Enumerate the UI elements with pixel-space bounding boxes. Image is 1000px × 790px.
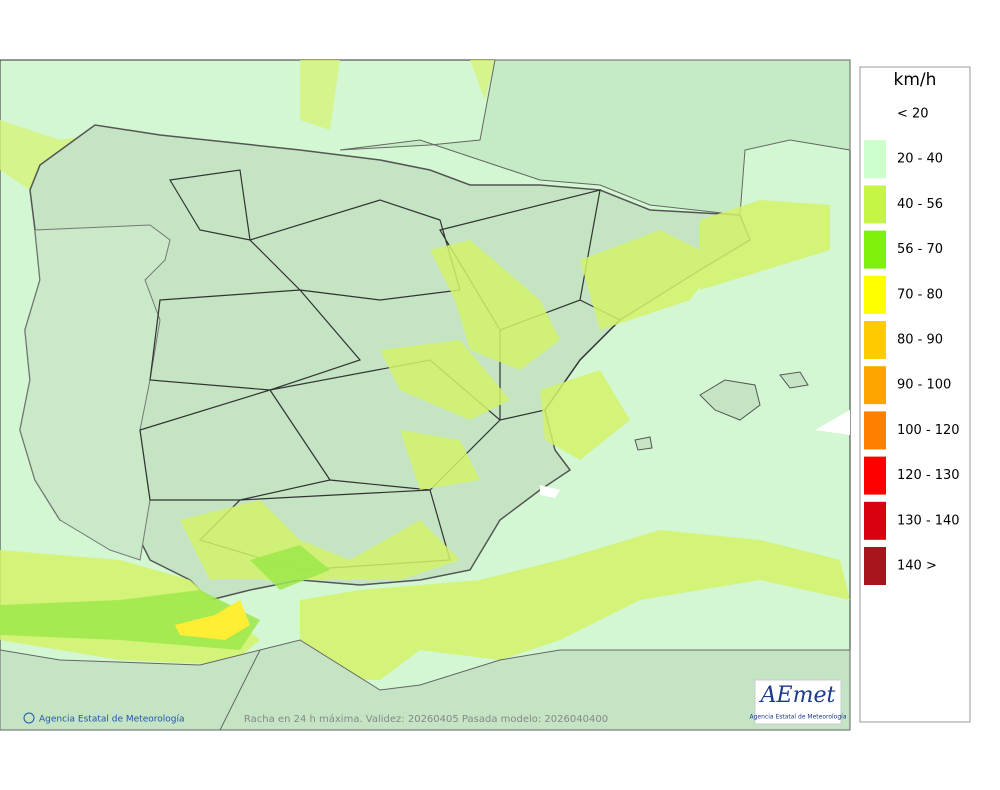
legend-label: < 20 bbox=[897, 107, 929, 122]
africa bbox=[219, 639, 851, 731]
legend-swatch bbox=[864, 230, 886, 269]
legend-label: 90 - 100 bbox=[897, 378, 951, 393]
balearic-islands bbox=[634, 371, 809, 451]
legend-label: 80 - 90 bbox=[897, 333, 943, 348]
legend-swatch bbox=[864, 366, 886, 405]
legend-label: 40 - 56 bbox=[897, 197, 943, 212]
legend-label: 20 - 40 bbox=[897, 152, 943, 167]
legend-label: 70 - 80 bbox=[897, 287, 943, 302]
legend-label: 100 - 120 bbox=[897, 423, 960, 438]
legend-swatch bbox=[864, 411, 886, 450]
legend-title: km/h bbox=[894, 70, 937, 90]
legend-label: 130 - 140 bbox=[897, 513, 960, 528]
map bbox=[0, 59, 851, 731]
wind-area bbox=[175, 600, 250, 640]
legend-label: 56 - 70 bbox=[897, 242, 943, 257]
legend-swatch bbox=[864, 456, 886, 495]
copyright-icon bbox=[23, 712, 35, 724]
legend-swatch bbox=[864, 275, 886, 314]
portugal bbox=[19, 224, 171, 561]
france bbox=[339, 59, 851, 216]
logo-subtitle: Agencia Estatal de Meteorología bbox=[750, 714, 847, 721]
legend-swatch bbox=[864, 185, 886, 224]
caption: Racha en 24 h máxima. Validez: 20260405 … bbox=[244, 713, 608, 725]
legend-label: 120 - 130 bbox=[897, 468, 960, 483]
legend-swatch bbox=[864, 547, 886, 585]
legend-swatch bbox=[864, 501, 886, 540]
logo: AEmet bbox=[759, 683, 836, 708]
logo-box bbox=[754, 679, 842, 725]
legend-swatch bbox=[864, 321, 886, 359]
legend-swatch bbox=[864, 140, 886, 179]
credit: Agencia Estatal de Meteorología bbox=[39, 715, 185, 725]
wind-area bbox=[0, 200, 850, 710]
legend-label: 140 > bbox=[897, 559, 937, 574]
